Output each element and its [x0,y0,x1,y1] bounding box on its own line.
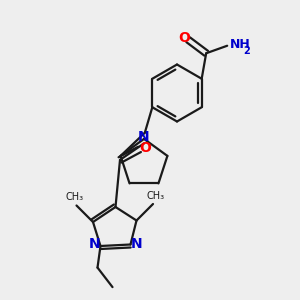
Text: CH₃: CH₃ [65,193,83,202]
Text: O: O [178,31,190,45]
Text: NH: NH [230,38,250,51]
Text: N: N [138,130,150,144]
Text: 2: 2 [243,46,250,56]
Text: O: O [139,141,151,155]
Text: N: N [89,238,100,251]
Text: CH₃: CH₃ [146,191,164,201]
Text: N: N [131,238,142,251]
